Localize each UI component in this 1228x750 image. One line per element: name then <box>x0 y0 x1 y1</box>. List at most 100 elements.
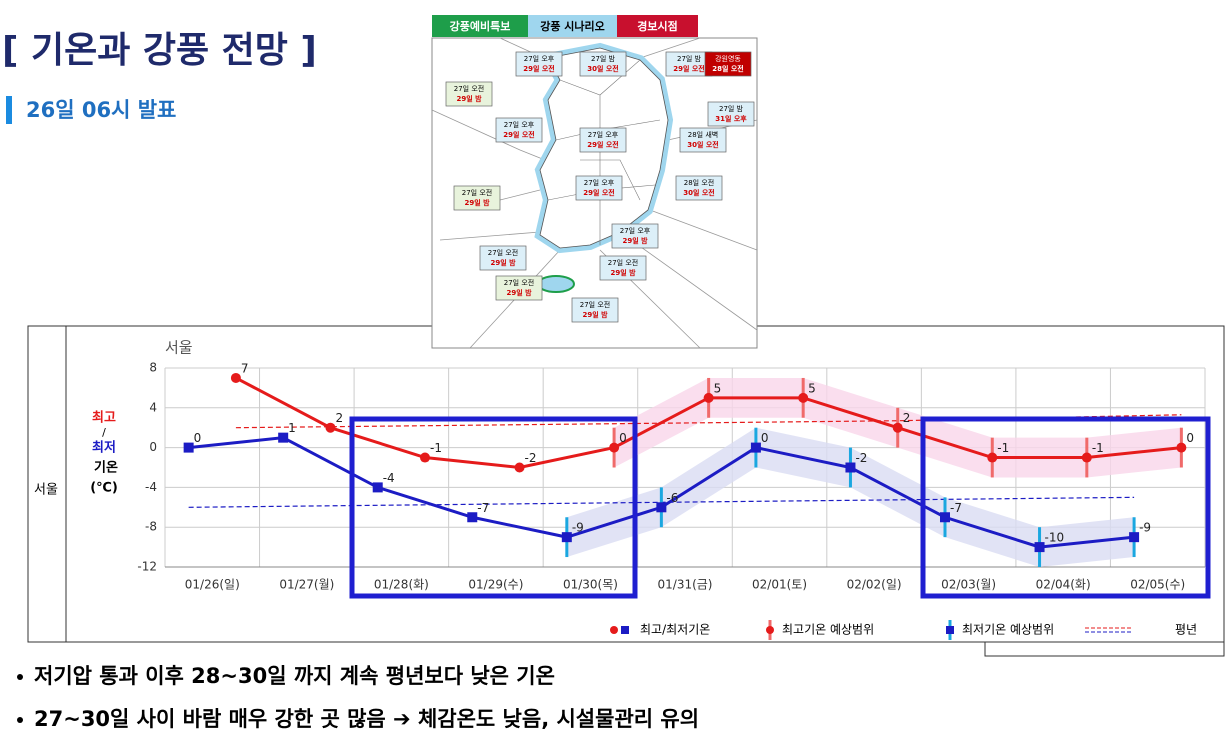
x-tick-label: 01/31(금) <box>658 578 713 592</box>
y-tick-label: 4 <box>149 400 157 414</box>
data-label: -4 <box>383 471 395 485</box>
map-box-line2: 29일 오전 <box>587 140 619 149</box>
data-label: -6 <box>666 491 678 505</box>
map-box-line2: 29일 밤 <box>456 94 482 103</box>
x-tick-label: 02/02(일) <box>847 578 902 592</box>
map-box-line1: 27일 밤 <box>719 104 744 113</box>
highlight-box <box>349 416 638 599</box>
map-box-line2: 29일 오전 <box>523 64 555 73</box>
y-tick-label: 8 <box>149 361 157 375</box>
y-tick-label: -4 <box>145 480 157 494</box>
map-box <box>515 51 563 77</box>
data-label: 0 <box>194 431 202 445</box>
map-box-line2: 29일 밤 <box>622 236 648 245</box>
map-box <box>707 101 755 127</box>
data-label: 0 <box>1186 431 1194 445</box>
map-tab-label: 강풍예비특보 <box>450 19 511 33</box>
data-label: -1 <box>430 441 442 455</box>
point <box>514 462 525 473</box>
x-tick-label: 01/26(일) <box>185 578 240 592</box>
map-box-line2: 29일 밤 <box>506 288 532 297</box>
legend-swatch <box>766 626 774 634</box>
bullet-dot <box>17 674 23 680</box>
map-box-line1: 27일 밤 <box>677 54 702 63</box>
point <box>230 372 241 383</box>
map-box <box>579 127 627 153</box>
map-box-line1: 27일 오후 <box>620 226 651 235</box>
map-tab <box>432 15 528 37</box>
map-box-line2: 29일 밤 <box>582 310 608 319</box>
point <box>278 432 289 443</box>
map-box-line1: 27일 오전 <box>504 278 534 287</box>
map-tab <box>617 15 698 37</box>
highlight-box <box>920 416 1211 599</box>
data-label: -2 <box>525 451 537 465</box>
point <box>1081 452 1092 463</box>
data-label: 1 <box>288 421 296 435</box>
data-label: 0 <box>619 431 627 445</box>
map-box-line2: 30일 오전 <box>687 140 719 149</box>
map-box-line1: 27일 오후 <box>588 130 619 139</box>
data-label: -2 <box>855 451 867 465</box>
point <box>420 452 430 463</box>
data-label: 0 <box>761 431 769 445</box>
map-box <box>679 127 727 153</box>
map-box <box>495 275 543 301</box>
map-box-line2: 31일 오후 <box>715 114 747 123</box>
map-box-line2: 29일 오전 <box>503 130 535 139</box>
y-label-min: 최저 <box>92 441 116 456</box>
y-tick-label: 0 <box>149 440 157 454</box>
map-box <box>675 175 723 201</box>
map-box-line1: 27일 오후 <box>504 120 535 129</box>
slide-title: [ 기온과 강풍 전망 ] <box>2 30 317 71</box>
map-box-line1: 27일 오전 <box>608 258 638 267</box>
map-box-line2: 28일 오전 <box>712 64 744 73</box>
point <box>1176 442 1187 453</box>
map-box-line2: 29일 오전 <box>673 64 705 73</box>
map-box <box>575 175 623 201</box>
legend-swatch <box>946 626 954 634</box>
legend-label: 평년 <box>1175 623 1197 637</box>
x-tick-label: 01/28(화) <box>374 578 429 592</box>
point <box>561 532 572 543</box>
x-tick-label: 01/29(수) <box>468 578 523 592</box>
map-box-line1: 27일 오후 <box>584 178 615 187</box>
chart-frame <box>27 325 1225 643</box>
map-box-line1: 28일 새벽 <box>688 130 718 139</box>
legend-frame <box>984 642 1225 657</box>
data-label: -7 <box>950 501 962 515</box>
data-label: 2 <box>903 411 911 425</box>
map-box-line1: 27일 오전 <box>580 300 610 309</box>
point <box>372 482 383 493</box>
y-label-name: 기온 <box>94 461 118 476</box>
y-label-unit: (℃) <box>90 481 118 496</box>
map-box <box>495 117 543 143</box>
point <box>892 422 903 433</box>
map-box-line1: 27일 오전 <box>454 84 484 93</box>
map-box <box>579 51 627 77</box>
point <box>750 442 761 453</box>
legend-swatch <box>610 626 618 634</box>
legend-label: 최고기온 예상범위 <box>782 623 874 637</box>
point <box>656 502 667 513</box>
map-box <box>453 185 501 211</box>
legend-label: 최저기온 예상범위 <box>962 623 1054 637</box>
data-label: 2 <box>335 411 343 425</box>
bullet-dot <box>17 717 23 723</box>
data-label: -9 <box>1139 521 1151 535</box>
y-tick-label: -12 <box>137 560 157 574</box>
map-box <box>479 245 527 271</box>
point <box>1034 542 1045 553</box>
jeju <box>537 275 575 293</box>
subtitle: 26일 06시 발표 <box>26 98 176 122</box>
map-box-line1: 27일 밤 <box>591 54 616 63</box>
point <box>798 392 809 403</box>
map-box-line1: 27일 오전 <box>488 248 518 257</box>
data-label: -9 <box>572 521 584 535</box>
map-box-line2: 29일 밤 <box>464 198 490 207</box>
data-label: -1 <box>1092 441 1104 455</box>
x-tick-label: 02/03(월) <box>941 578 996 592</box>
point <box>845 462 856 473</box>
